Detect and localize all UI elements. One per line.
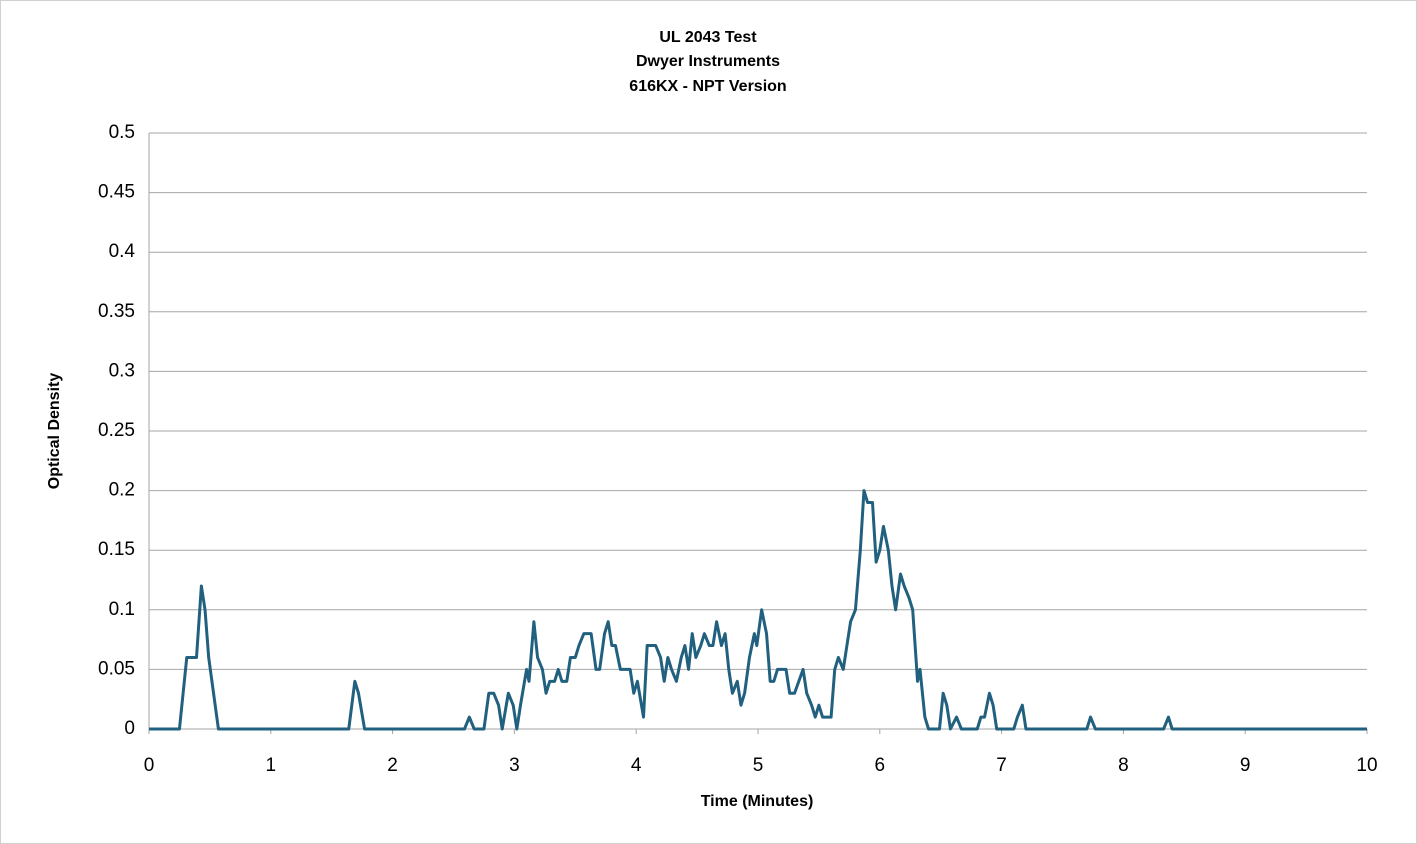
x-tick-label: 8	[1118, 755, 1129, 776]
y-tick-label: 0.1	[109, 599, 135, 620]
x-tick-label: 2	[387, 755, 398, 776]
chart-title: 616KX - NPT Version	[629, 78, 786, 95]
y-tick-label: 0.25	[98, 420, 135, 441]
x-axis-title: Time (Minutes)	[701, 793, 814, 810]
chart-title: Dwyer Instruments	[636, 53, 780, 70]
y-tick-label: 0.35	[98, 301, 135, 322]
y-tick-label: 0.15	[98, 539, 135, 560]
y-tick-label: 0.5	[109, 122, 135, 143]
y-tick-label: 0.45	[98, 182, 135, 203]
x-tick-label: 4	[631, 755, 642, 776]
x-tick-label: 5	[753, 755, 764, 776]
x-tick-label: 10	[1356, 755, 1377, 776]
y-axis-title: Optical Density	[46, 373, 63, 490]
x-tick-label: 9	[1240, 755, 1251, 776]
data-line	[149, 489, 1367, 731]
y-tick-label: 0.4	[109, 241, 136, 262]
y-tick-label: 0	[124, 718, 135, 739]
x-tick-label: 1	[266, 755, 277, 776]
x-tick-label: 3	[509, 755, 520, 776]
y-tick-label: 0.05	[98, 658, 135, 679]
x-tick-label: 0	[144, 755, 155, 776]
y-tick-label: 0.3	[109, 360, 135, 381]
x-tick-label: 7	[996, 755, 1007, 776]
x-tick-label: 6	[875, 755, 886, 776]
chart-title: UL 2043 Test	[659, 29, 757, 46]
y-tick-label: 0.2	[109, 480, 135, 501]
